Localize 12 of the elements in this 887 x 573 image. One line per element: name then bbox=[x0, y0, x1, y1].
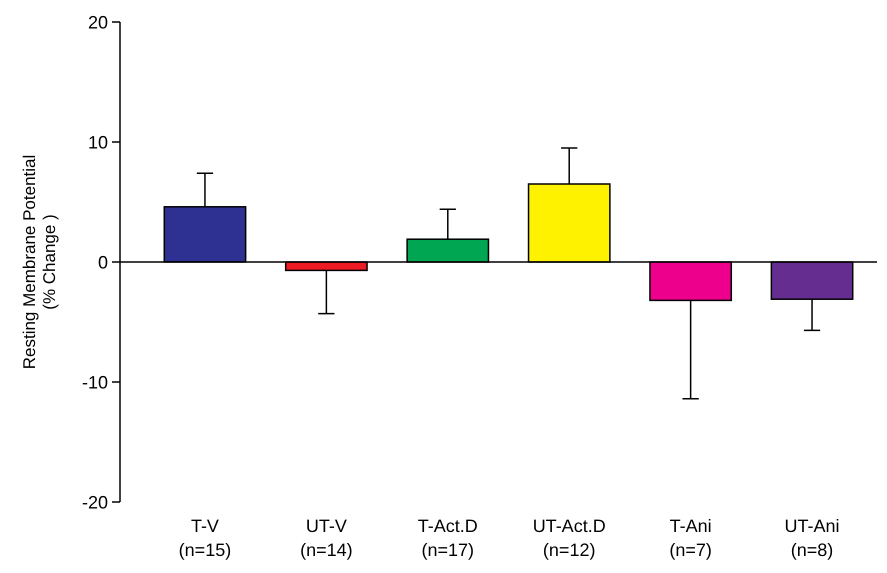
x-tick-label: T-Ani (n=7) bbox=[669, 516, 712, 560]
x-tick-label: T-V (n=15) bbox=[178, 516, 232, 560]
x-tick-label: UT-Act.D (n=12) bbox=[532, 516, 606, 560]
y-axis-title: Resting Membrane Potential (% Change ) bbox=[20, 154, 59, 370]
y-tick-label: -10 bbox=[82, 372, 108, 392]
y-tick-label: 10 bbox=[88, 132, 108, 152]
x-tick-label: T-Act.D (n=17) bbox=[418, 516, 478, 560]
x-tick-label: UT-V (n=14) bbox=[300, 516, 353, 560]
x-tick-label: UT-Ani (n=8) bbox=[784, 516, 840, 560]
y-tick-label: -20 bbox=[82, 492, 108, 512]
y-tick-label: 20 bbox=[88, 12, 108, 32]
y-tick-label: 0 bbox=[98, 252, 108, 272]
